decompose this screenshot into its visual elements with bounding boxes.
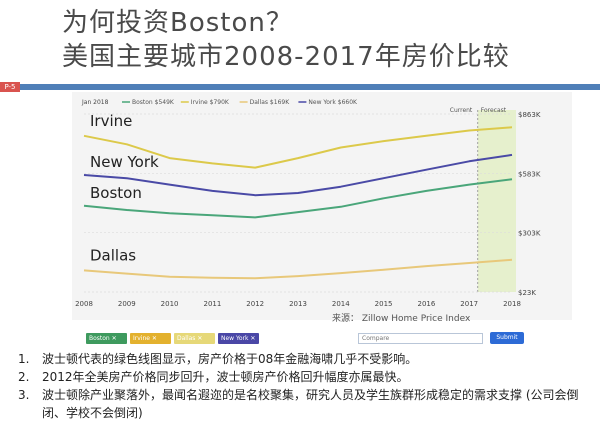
chip-dallas-label: Dallas [177, 334, 196, 342]
x-tick-label: 2008 [75, 300, 93, 308]
series-line-irvine [83, 126, 513, 169]
chart-frame: Jan 2018 Boston $549K Irvine $790K Dallas $… [72, 92, 572, 320]
slide-title: 为何投资Boston？ 美国主要城市2008-2017年房价比较 [62, 6, 510, 74]
y-tick-label: $303K [518, 230, 541, 238]
series-line-new-york [83, 153, 513, 197]
series-label-irvine: Irvine [90, 112, 132, 130]
notes-list: 1. 波士顿代表的绿色线图显示，房产价格于08年金融海啸几乎不受影响。 2. 201… [18, 350, 598, 422]
x-tick-label: 2009 [118, 300, 136, 308]
note-text: 波士顿代表的绿色线图显示，房产价格于08年金融海啸几乎不受影响。 [42, 352, 418, 366]
x-tick-label: 2014 [332, 300, 350, 308]
x-tick-label: 2011 [203, 300, 221, 308]
chart-header-entry: Dallas $169K [250, 99, 291, 106]
x-tick-label: 2016 [417, 300, 435, 308]
chart-header-entry: New York $660K [308, 99, 358, 106]
note-item: 2. 2012年全美房产价格同步回升，波士顿房产价格回升幅度亦属最快。 [18, 368, 598, 386]
note-item: 3. 波士顿除产业聚落外，最闻名遐迩的是名校聚集，研究人员及学生族群形成稳定的需求… [18, 386, 598, 422]
chart-header-date: Jan 2018 [81, 99, 109, 106]
series-line-boston [83, 178, 513, 219]
series-label-boston: Boston [90, 184, 142, 202]
note-item: 1. 波士顿代表的绿色线图显示，房产价格于08年金融海啸几乎不受影响。 [18, 350, 598, 368]
title-line-1: 为何投资Boston？ [62, 8, 293, 38]
y-tick-label: $863K [518, 111, 541, 119]
current-label: Current [450, 107, 473, 114]
note-text: 2012年全美房产价格同步回升，波士顿房产价格回升幅度亦属最快。 [42, 370, 409, 384]
x-tick-label: 2013 [289, 300, 307, 308]
compare-input[interactable] [358, 332, 483, 344]
page-tag: P-5 [0, 82, 20, 92]
x-tick-label: 2015 [375, 300, 393, 308]
forecast-label: Forecast [481, 107, 507, 114]
title-divider [0, 84, 600, 90]
x-tick-label: 2017 [460, 300, 478, 308]
y-tick-label: $583K [518, 170, 541, 178]
x-tick-label: 2010 [161, 300, 179, 308]
title-line-2: 美国主要城市2008-2017年房价比较 [62, 42, 510, 72]
series-label-dallas: Dallas [90, 246, 136, 264]
chip-boston-label: Boston [89, 334, 110, 342]
chip-new-york-label: New York [221, 334, 249, 342]
series-label-new-york: New York [90, 153, 159, 171]
note-text: 波士顿除产业聚落外，最闻名遐迩的是名校聚集，研究人员及学生族群形成稳定的需求支撑… [42, 388, 579, 420]
series-line-dallas [83, 258, 513, 280]
chip-irvine-label: Irvine [133, 334, 150, 342]
x-tick-label: 2018 [503, 300, 521, 308]
chip-boston[interactable]: Boston ✕ [86, 332, 127, 344]
chip-dallas[interactable]: Dallas ✕ [174, 332, 215, 344]
chart-header-entry: Boston $549K [132, 99, 175, 106]
x-tick-label: 2012 [246, 300, 264, 308]
y-tick-label: $23K [518, 289, 536, 297]
compare-toolbar: Boston ✕ Irvine ✕ Dallas ✕ New York ✕ Su… [86, 331, 532, 345]
chip-new-york[interactable]: New York ✕ [218, 332, 259, 344]
chart-header-entry: Irvine $790K [191, 99, 230, 106]
forecast-band [477, 110, 516, 292]
chart-source: 来源： Zillow Home Price Index [332, 314, 471, 324]
chip-irvine[interactable]: Irvine ✕ [130, 332, 171, 344]
price-chart: Jan 2018 Boston $549K Irvine $790K Dallas $… [75, 99, 541, 308]
submit-button[interactable]: Submit [490, 332, 524, 344]
